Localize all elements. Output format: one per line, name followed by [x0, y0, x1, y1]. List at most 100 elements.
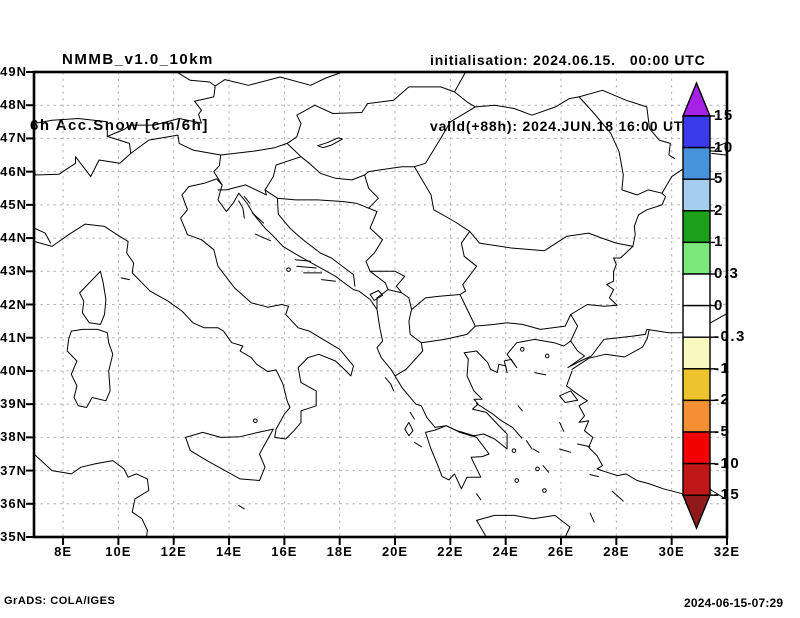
island-mljet [321, 279, 336, 282]
lake-skadar [369, 290, 384, 301]
model-title: NMMB_v1.0_10km [62, 51, 214, 68]
border-serbia-bulgaria [459, 230, 478, 295]
island-samothraki [544, 353, 550, 359]
border-slovakia-hungary [314, 86, 455, 114]
border-swiss-italy [34, 135, 132, 178]
border-montenegro-serbia [369, 270, 406, 294]
island-thasos [519, 347, 525, 352]
border-france-italy [34, 227, 52, 244]
island-naxos [542, 465, 550, 473]
euboea [476, 403, 523, 439]
colorbar-segment [682, 462, 711, 496]
island-vis [286, 267, 291, 272]
border-austria-hungary [286, 104, 316, 144]
island-aeolian [253, 418, 258, 424]
border-austria-italy [130, 134, 222, 156]
island-andros [525, 440, 533, 450]
border-macedonia-bulgaria [459, 294, 476, 327]
border-serbia-romania [413, 166, 471, 232]
island-rhodes [611, 490, 624, 502]
island-cres [238, 200, 245, 219]
border-croatia-hungary [300, 156, 366, 181]
island-paros [535, 466, 540, 472]
colorbar-segment [682, 273, 711, 307]
corsica [79, 270, 107, 325]
border-croatia-bosnia-north [276, 197, 370, 209]
colorbar [681, 81, 715, 531]
sardinia [66, 328, 114, 408]
border-bosnia-serbia [365, 207, 384, 272]
crete-north-coast [476, 514, 571, 537]
border-albania-east [387, 289, 424, 377]
border-austria-slovenia [220, 142, 288, 156]
plot-title-block: NMMB_v1.0_10km 6h Acc.Snow [cm/6h] [30, 5, 214, 181]
island-ikaria [559, 448, 572, 453]
island-zakynthos [413, 441, 422, 448]
island-kos [589, 474, 599, 478]
island-milos [514, 478, 520, 483]
border-greece-turkey [564, 314, 579, 342]
colorbar-segment [682, 241, 711, 275]
island-kefalonia [404, 421, 414, 437]
border-romania-ukraine [474, 96, 580, 116]
peloponnese-coast [425, 425, 490, 490]
island-lefkada [409, 411, 415, 420]
border-italy-slovenia [213, 154, 223, 186]
euro-med-coast [34, 178, 727, 450]
border-hungary-serbia [364, 166, 415, 176]
map-outlines [34, 72, 727, 537]
border-serbia-macedonia [411, 294, 461, 310]
island-tinos [532, 448, 540, 453]
africa-coast [34, 453, 150, 537]
colorbar-segment [682, 368, 711, 402]
dnieper-spit [711, 152, 727, 156]
valid-time: valld(+88h): 2024.JUN.18 16:00 UTC [430, 118, 695, 134]
colorbar-segment [682, 304, 711, 338]
island-limnos [534, 372, 547, 376]
island-pag [252, 212, 265, 224]
island-lesbos [559, 390, 579, 403]
island-corfu [384, 377, 395, 392]
border-bulgaria-greece [474, 322, 566, 330]
marmara-south-coast [571, 329, 650, 370]
island-hvar [296, 265, 317, 269]
colorbar-segment [682, 399, 711, 433]
island-brac [294, 259, 312, 262]
border-germany-czech-austria-slovakia [176, 72, 343, 87]
colorbar-segment [682, 431, 711, 465]
island-elba [120, 277, 130, 281]
axis-ticks [26, 71, 728, 545]
island-skyros [517, 405, 523, 412]
time-info-block: initialisation: 2024.06.15. 00:00 UTC va… [430, 5, 706, 181]
colorbar-arrow-up [681, 81, 712, 117]
colorbar-segment [682, 146, 711, 180]
lake-balaton [317, 137, 343, 149]
border-macedonia-greece [420, 325, 476, 344]
border-croatia-bosnia-west [264, 189, 356, 287]
island-karpathos [589, 512, 595, 523]
sicily [185, 428, 274, 481]
timestamp: 2024-06-15-07:29 [684, 596, 784, 610]
border-germany-austria-swiss [34, 85, 216, 137]
border-bulgaria-turkey [570, 304, 618, 315]
island-kythira [476, 493, 482, 501]
grid-lines [34, 72, 727, 537]
grads-credit: GrADS: COLA/IGES [4, 595, 116, 607]
island-santorini [542, 488, 547, 493]
colorbar-segment [682, 210, 711, 244]
colorbar-segment [682, 336, 711, 370]
border-hungary-romania [413, 106, 476, 168]
border-romania-bulgaria [469, 230, 634, 252]
init-time: initialisation: 2024.06.15. 00:00 UTC [430, 52, 706, 68]
colorbar-segment [682, 178, 711, 212]
border-slovakia-ukraine [454, 72, 467, 93]
colorbar-arrow-down [681, 494, 712, 531]
island-kea [511, 448, 517, 453]
crete-west-coast [476, 519, 487, 537]
border-moldova-ukraine [578, 89, 675, 159]
colorbar-segment [682, 115, 711, 149]
island-chios [559, 421, 565, 432]
border-hungary-ukraine [454, 91, 476, 108]
